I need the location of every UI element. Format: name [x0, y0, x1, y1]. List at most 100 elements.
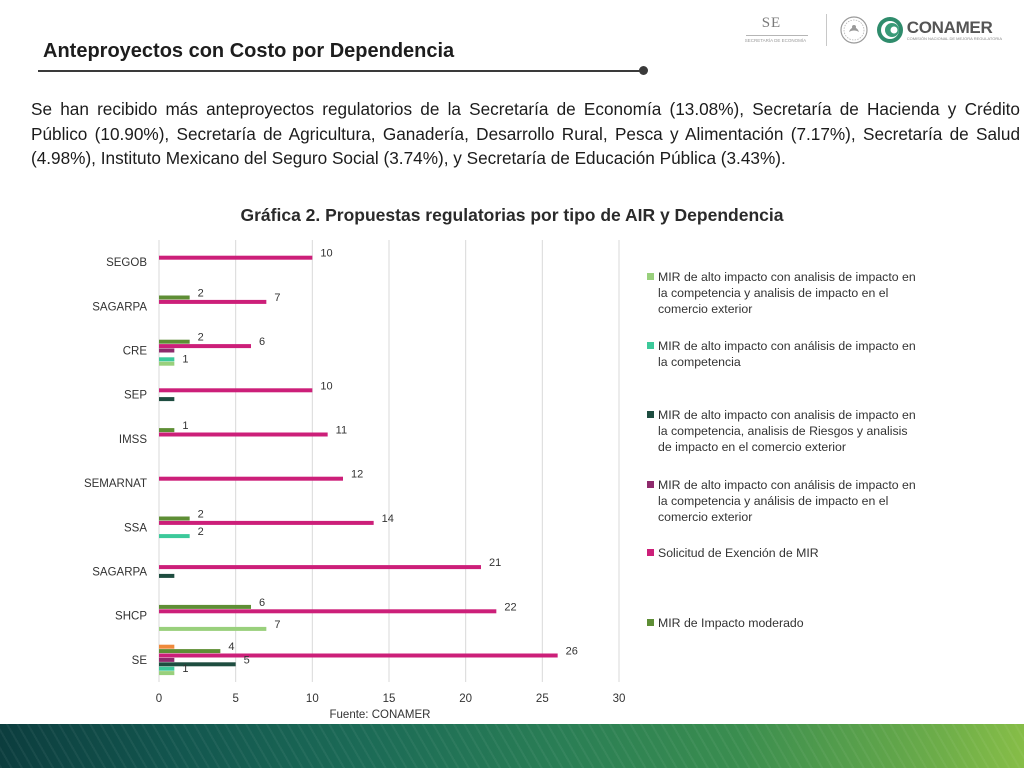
category-label: IMSS — [119, 434, 147, 446]
bar — [159, 565, 481, 570]
bar — [159, 520, 374, 525]
category-label: SHCP — [115, 611, 147, 623]
legend-swatch — [647, 411, 654, 418]
legend-entry: MIR de Impacto moderado — [658, 616, 804, 630]
legend-swatch — [647, 342, 654, 349]
category-label: SEGOB — [106, 257, 147, 269]
se-logo: SE SECRETARÍA DE ECONOMÍA — [742, 13, 812, 47]
x-tick-label: 5 — [232, 693, 238, 705]
data-label: 2 — [198, 526, 204, 538]
bar — [159, 299, 267, 304]
conamer-logo-subtitle: COMISIÓN NACIONAL DE MEJORA REGULATORIA — [906, 36, 1002, 41]
bar — [159, 666, 175, 671]
data-label: 14 — [382, 513, 394, 525]
legend-entry: MIR de alto impacto con analisis de impa… — [658, 408, 916, 454]
category-label: SAGARPA — [92, 301, 147, 313]
data-label: 6 — [259, 597, 265, 609]
conamer-logo-icon — [876, 17, 903, 43]
data-label: 10 — [320, 380, 332, 392]
bar — [159, 348, 175, 353]
legend-entry: MIR de alto impacto con análisis de impa… — [658, 339, 916, 369]
bar — [159, 428, 175, 433]
bar — [159, 397, 175, 402]
x-tick-label: 25 — [536, 693, 549, 705]
bar — [159, 662, 236, 667]
bar — [159, 295, 190, 300]
data-label: 12 — [351, 469, 363, 481]
data-label: 26 — [566, 646, 578, 658]
data-label: 6 — [259, 336, 265, 348]
legend-entry: MIR de alto impacto con análisis de impa… — [658, 478, 916, 524]
x-tick-label: 15 — [383, 693, 396, 705]
title-underline-dot — [639, 66, 648, 75]
data-label: 7 — [274, 619, 280, 631]
category-label: SEMARNAT — [84, 478, 147, 490]
x-tick-label: 20 — [459, 693, 472, 705]
chart-gridlines — [158, 240, 620, 682]
bar — [159, 361, 175, 366]
legend-swatch — [647, 619, 654, 626]
data-label: 2 — [198, 288, 204, 300]
bar — [159, 604, 251, 609]
category-label: SEP — [124, 390, 147, 402]
data-label: 21 — [489, 557, 501, 569]
bar — [159, 432, 328, 437]
bar — [159, 344, 251, 349]
data-label: 4 — [228, 641, 234, 653]
x-tick-label: 0 — [156, 693, 162, 705]
category-label: SE — [132, 655, 148, 667]
chart-legend: MIR de alto impacto con analisis de impa… — [647, 270, 916, 630]
bar — [159, 671, 175, 676]
chart-x-tick-labels: 0 5 10 15 20 25 30 — [156, 693, 626, 705]
data-label: 5 — [244, 654, 250, 666]
title-underline — [38, 70, 644, 72]
data-label: 1 — [182, 663, 188, 675]
data-label: 2 — [198, 509, 204, 521]
body-paragraph: Se han recibido más anteproyectos regula… — [31, 99, 1020, 168]
data-label: 11 — [336, 425, 347, 437]
header-logos: SE SECRETARÍA DE ECONOMÍA CONAMER COMISI… — [742, 12, 1002, 48]
data-label: 22 — [504, 601, 516, 613]
bar — [159, 357, 175, 362]
data-label: 2 — [198, 332, 204, 344]
data-label: 1 — [182, 354, 188, 366]
chart-bars — [159, 255, 558, 676]
bar — [159, 626, 267, 631]
bar — [159, 388, 313, 393]
bar — [159, 644, 175, 649]
bar — [159, 255, 313, 260]
legend-swatch — [647, 273, 654, 280]
se-logo-subtitle: SECRETARÍA DE ECONOMÍA — [744, 38, 807, 43]
data-label: 10 — [320, 248, 332, 260]
bar — [159, 653, 558, 658]
slide-title: Anteproyectos con Costo por Dependencia — [43, 40, 455, 62]
legend-swatch — [647, 481, 654, 488]
x-tick-label: 30 — [613, 693, 626, 705]
x-tick-label: 10 — [306, 693, 319, 705]
bar — [159, 516, 190, 521]
bar — [159, 476, 343, 481]
mexico-seal-icon — [840, 16, 868, 44]
se-logo-text: SE — [761, 15, 782, 31]
data-label: 1 — [182, 420, 188, 432]
bar — [159, 573, 175, 578]
chart-source-note: Fuente: CONAMER — [330, 709, 431, 721]
bar — [159, 657, 175, 662]
category-label: SSA — [124, 522, 147, 534]
chart-category-labels: SE SHCP SAGARPA SSA SEMARNAT IMSS SEP CRE SAGARP… — [84, 257, 147, 667]
data-label: 7 — [274, 292, 280, 304]
bar — [159, 649, 221, 654]
category-label: SAGARPA — [92, 567, 147, 579]
legend-swatch — [647, 549, 654, 556]
legend-entry: Solicitud de Exención de MIR — [658, 546, 819, 560]
bar — [159, 534, 190, 539]
footer-band — [0, 724, 1024, 768]
legend-entry: MIR de alto impacto con analisis de impa… — [658, 270, 916, 316]
category-label: CRE — [123, 346, 148, 358]
chart-heading: Gráfica 2. Propuestas regulatorias por t… — [240, 205, 784, 225]
bar — [159, 609, 497, 614]
bar — [159, 339, 190, 344]
conamer-logo-text: CONAMER — [906, 18, 993, 37]
